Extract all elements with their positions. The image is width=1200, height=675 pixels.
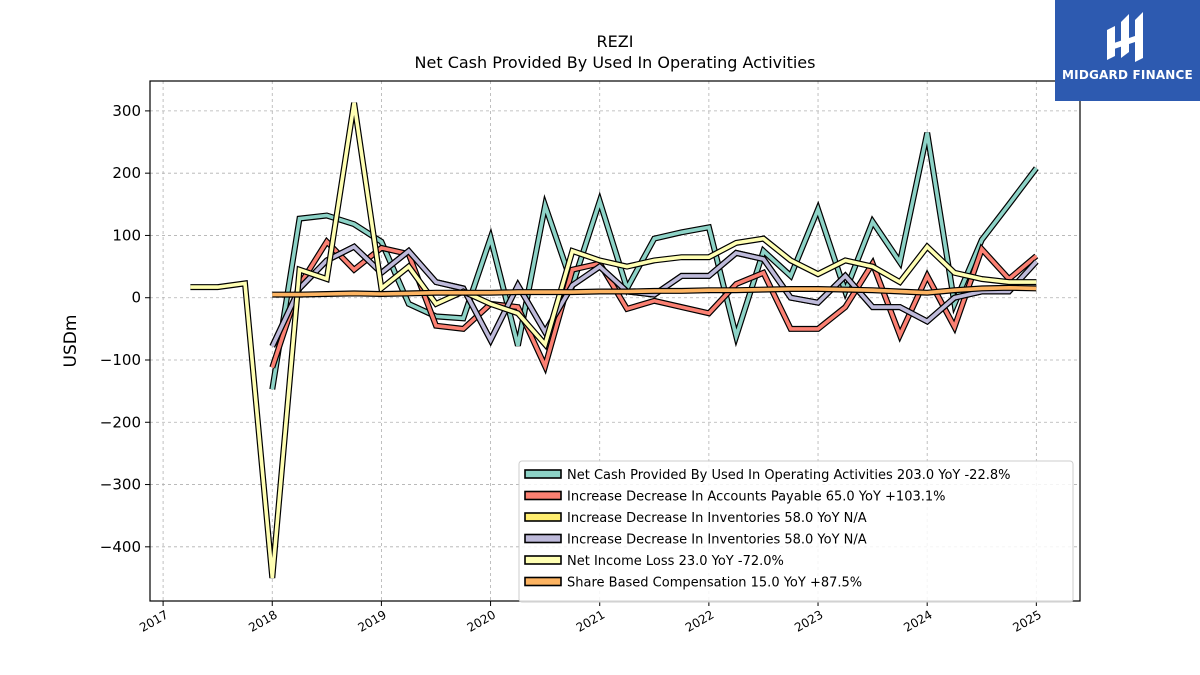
x-tick-label: 2018 — [246, 607, 279, 634]
series-4 — [269, 243, 1039, 348]
legend-label: Share Based Compensation 15.0 YoY +87.5% — [567, 576, 862, 591]
midgard-finance-logo-icon — [1107, 12, 1143, 62]
legend-swatch — [524, 576, 562, 587]
series-2 — [269, 236, 1039, 375]
y-tick-label: 300 — [112, 102, 141, 120]
series-5 — [190, 102, 1037, 579]
legend-entry: Increase Decrease In Accounts Payable 65… — [524, 490, 946, 505]
x-tick-label: 2021 — [574, 607, 607, 634]
legend-entry: Increase Decrease In Inventories 58.0 Yo… — [524, 533, 867, 548]
legend-swatch — [524, 490, 562, 501]
series-line — [272, 285, 1037, 297]
x-tick-label: 2025 — [1010, 607, 1043, 634]
series-1 — [269, 132, 1039, 390]
y-tick-label: −100 — [100, 351, 141, 369]
legend-entry: Net Income Loss 23.0 YoY -72.0% — [524, 554, 784, 569]
series-lines — [190, 102, 1039, 579]
y-axis-label: USDm — [61, 315, 81, 368]
midgard-finance-logo: MIDGARD FINANCE — [1055, 0, 1200, 101]
series-line — [270, 244, 1038, 348]
x-tick-label: 2017 — [137, 607, 170, 634]
y-tick-label: 0 — [131, 289, 141, 307]
legend-entry: Increase Decrease In Inventories 58.0 Yo… — [524, 511, 867, 526]
x-tick-label: 2020 — [465, 607, 498, 634]
y-tick-label: −300 — [100, 476, 141, 494]
legend-label: Increase Decrease In Inventories 58.0 Yo… — [567, 511, 867, 526]
legend: Net Cash Provided By Used In Operating A… — [518, 460, 1074, 603]
legend-label: Net Cash Provided By Used In Operating A… — [567, 468, 1010, 483]
series-line — [270, 238, 1038, 372]
legend-swatch — [524, 469, 562, 479]
y-tick-label: 100 — [112, 226, 141, 244]
legend-swatch — [524, 533, 562, 544]
chart-title: REZI — [597, 32, 634, 51]
y-tick-label: 200 — [112, 164, 141, 182]
x-axis-ticks: 2017 2018 2019 2020 2021 2022 2023 2024 2025 — [137, 601, 1044, 635]
y-tick-label: −400 — [100, 538, 141, 556]
legend-label: Increase Decrease In Inventories 58.0 Yo… — [567, 533, 867, 548]
chart-subtitle: Net Cash Provided By Used In Operating A… — [415, 53, 816, 72]
series-6 — [272, 284, 1037, 298]
x-tick-label: 2022 — [683, 607, 716, 634]
x-tick-label: 2024 — [901, 607, 934, 634]
legend-entry: Share Based Compensation 15.0 YoY +87.5% — [524, 576, 862, 591]
legend-swatch — [524, 512, 562, 522]
series-line — [190, 102, 1037, 579]
legend-swatch — [524, 555, 562, 565]
legend-label: Net Income Loss 23.0 YoY -72.0% — [567, 554, 784, 569]
series-line — [270, 132, 1038, 390]
legend-entry: Net Cash Provided By Used In Operating A… — [524, 468, 1010, 483]
x-tick-label: 2019 — [355, 607, 388, 634]
legend-label: Increase Decrease In Accounts Payable 65… — [567, 490, 946, 505]
x-tick-label: 2023 — [792, 607, 825, 634]
y-axis-ticks: 300 200 100 0 −100 −200 −300 −400 — [100, 102, 150, 556]
y-tick-label: −200 — [100, 413, 141, 431]
legend-box — [518, 460, 1074, 603]
logo-text: MIDGARD FINANCE — [1062, 68, 1193, 82]
